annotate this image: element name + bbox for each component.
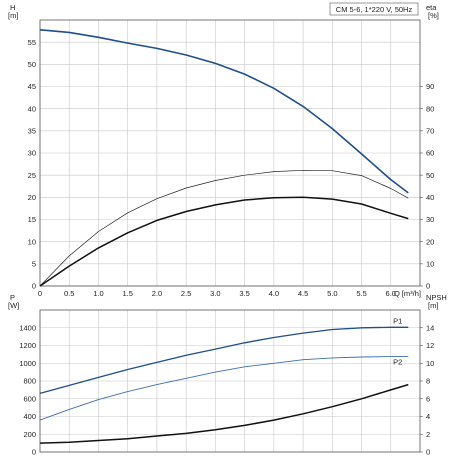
power-npsh-series-label-P1: P1 bbox=[393, 316, 402, 325]
power-npsh-y-left-tick: 0 bbox=[32, 448, 36, 457]
head-eta-y-left-tick: 40 bbox=[28, 104, 36, 113]
power-npsh-y-right-label: NPSH bbox=[426, 293, 447, 302]
power-npsh-y-left-tick: 1400 bbox=[19, 323, 36, 332]
power-npsh-series-0-line bbox=[39, 326, 409, 395]
power-npsh-series-1-line bbox=[39, 356, 409, 421]
power-npsh-y-left-tick: 600 bbox=[23, 394, 36, 403]
head-eta-y-left-unit: [m] bbox=[8, 11, 18, 20]
head-eta-y-right-tick: 50 bbox=[426, 171, 434, 180]
head-eta-y-left-tick: 25 bbox=[28, 171, 36, 180]
x-axis-tick: 3.0 bbox=[210, 289, 220, 298]
x-axis-tick: 6.0 bbox=[386, 289, 396, 298]
head-eta-y-left-tick: 20 bbox=[28, 193, 36, 202]
head-eta-y-left-tick: 5 bbox=[32, 259, 36, 268]
power-npsh-y-right-tick: 6 bbox=[426, 394, 430, 403]
head-eta-y-left-tick: 0 bbox=[32, 282, 36, 291]
power-npsh-plot-frame bbox=[39, 309, 421, 453]
head-eta-y-right-tick: 60 bbox=[426, 149, 434, 158]
x-axis-label: Q [m³/h] bbox=[394, 289, 421, 298]
head-eta-y-left-tick: 45 bbox=[28, 82, 36, 91]
head-eta-y-right-tick: 10 bbox=[426, 259, 434, 268]
power-npsh-y-right-tick: 4 bbox=[426, 412, 430, 421]
x-axis-tick: 5.5 bbox=[356, 289, 366, 298]
x-axis-tick: 0 bbox=[38, 289, 42, 298]
power-npsh-y-right-unit: [m] bbox=[428, 301, 438, 310]
head-eta-y-right-unit: [%] bbox=[428, 11, 439, 20]
head-eta-y-right-tick: 30 bbox=[426, 215, 434, 224]
x-axis-tick: 4.0 bbox=[269, 289, 279, 298]
x-axis-label-name: Q bbox=[394, 289, 400, 298]
x-axis-tick: 5.0 bbox=[327, 289, 337, 298]
power-npsh-y-left-tick: 1200 bbox=[19, 341, 36, 350]
head-eta-y-right-tick: 40 bbox=[426, 193, 434, 202]
x-axis-tick: 2.5 bbox=[181, 289, 191, 298]
x-axis-tick: 4.5 bbox=[298, 289, 308, 298]
x-axis-tick: 0.5 bbox=[64, 289, 74, 298]
head-eta-y-left-tick: 15 bbox=[28, 215, 36, 224]
head-eta-y-left-tick: 30 bbox=[28, 149, 36, 158]
power-npsh-series-label-P2: P2 bbox=[393, 358, 402, 367]
power-npsh-y-left-tick: 800 bbox=[23, 377, 36, 386]
power-npsh-series-2-line bbox=[39, 383, 409, 444]
head-eta-y-right-tick: 90 bbox=[426, 82, 434, 91]
head-eta-y-right-label: eta bbox=[426, 3, 437, 12]
head-eta-y-left-tick: 10 bbox=[28, 237, 36, 246]
head-eta-series-2-line bbox=[39, 196, 409, 287]
head-eta-y-right-tick: 20 bbox=[426, 237, 434, 246]
power-npsh-y-left-label: P bbox=[10, 293, 15, 302]
power-npsh-y-right-tick: 8 bbox=[426, 377, 430, 386]
power-npsh-y-right-tick: 12 bbox=[426, 341, 434, 350]
head-eta-series-1-line bbox=[39, 169, 409, 287]
power-npsh-y-left-unit: [W] bbox=[8, 301, 19, 310]
power-npsh-y-left-tick: 1000 bbox=[19, 359, 36, 368]
head-eta-series-0-line bbox=[39, 29, 409, 194]
x-axis-tick: 1.0 bbox=[93, 289, 103, 298]
power-npsh-y-left-tick: 400 bbox=[23, 412, 36, 421]
x-axis-label-unit: [m³/h] bbox=[402, 289, 421, 298]
x-axis-tick: 3.5 bbox=[239, 289, 249, 298]
head-eta-y-left-tick: 55 bbox=[28, 38, 36, 47]
head-eta-y-right-tick: 80 bbox=[426, 104, 434, 113]
power-npsh-y-left-tick: 200 bbox=[23, 430, 36, 439]
x-axis-tick: 1.5 bbox=[122, 289, 132, 298]
power-npsh-y-right-tick: 14 bbox=[426, 323, 434, 332]
power-npsh-y-right-tick: 0 bbox=[426, 448, 430, 457]
head-eta-y-left-tick: 35 bbox=[28, 126, 36, 135]
head-eta-y-left-tick: 50 bbox=[28, 60, 36, 69]
head-eta-y-right-tick: 70 bbox=[426, 126, 434, 135]
power-npsh-y-right-tick: 2 bbox=[426, 430, 430, 439]
head-eta-plot-frame bbox=[39, 19, 421, 287]
chart-title-box bbox=[329, 2, 419, 16]
power-npsh-y-right-tick: 10 bbox=[426, 359, 434, 368]
head-eta-y-left-label: H bbox=[10, 3, 15, 12]
head-eta-y-right-tick: 0 bbox=[426, 282, 430, 291]
chart-title: CM 5-6, 1*220 V, 50Hz bbox=[336, 5, 413, 14]
x-axis-tick: 2.0 bbox=[152, 289, 162, 298]
